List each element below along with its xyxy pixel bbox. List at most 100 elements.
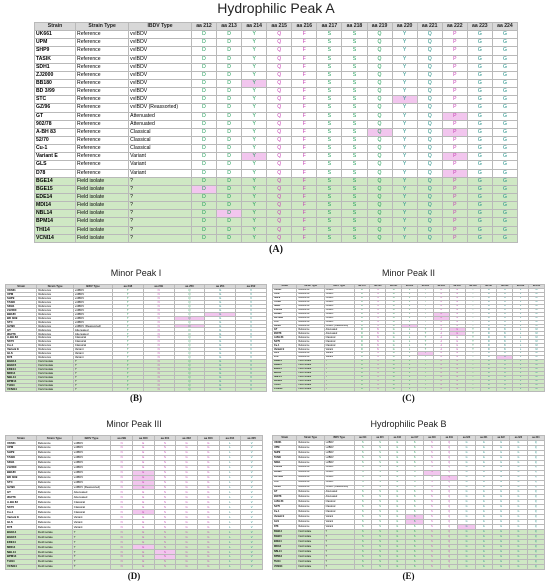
residue-cell: G: [466, 103, 493, 113]
residue-cell: Q: [266, 209, 293, 219]
strain-type: Reference: [75, 70, 130, 80]
residue-cell: G: [388, 563, 407, 570]
strain-type: Reference: [75, 135, 130, 146]
residue-cell: G: [491, 209, 519, 219]
residue-cell: Y: [241, 95, 268, 105]
residue-cell: D: [190, 209, 218, 219]
table-row: D78 Reference Variant D D Y Q F S S Q Y Q P G G: [33, 168, 519, 178]
table-row: BD 3/99 Reference vvIBDV S S G S S Q G G G G Q: [271, 474, 546, 481]
ibdv-type: vvIBDV: [128, 95, 192, 105]
residue-cell: F: [291, 225, 318, 235]
residue-cell: S: [316, 135, 343, 146]
panel-label: (A): [269, 244, 283, 255]
residue-cell: G: [491, 201, 519, 211]
strain-type: Reference: [75, 54, 130, 64]
ibdv-type: Variant: [128, 160, 192, 170]
residue-cell: G: [491, 176, 519, 186]
residue-cell: Y: [391, 201, 418, 211]
ibdv-type: ?: [323, 386, 355, 392]
column-header: IBDV Type: [128, 21, 192, 32]
residue-cell: P: [441, 217, 468, 227]
residue-cell: Q: [416, 135, 443, 146]
strain-name: STC: [33, 95, 77, 105]
residue-cell: Q: [366, 95, 393, 105]
table-row: VCNI14 Field isolate? D N G L T A G T D N L M: [271, 386, 545, 392]
residue-cell: G: [466, 127, 493, 137]
residue-cell: S: [316, 168, 343, 178]
residue-cell: S: [341, 233, 368, 243]
residue-cell: Y: [391, 135, 418, 146]
panel-title: Minor Peak III: [106, 419, 162, 429]
column-header: Strain: [33, 21, 77, 32]
table-row: VCNI14 Field isolate? N E S G G L V: [5, 563, 263, 570]
residue-cell: P: [441, 201, 468, 211]
residue-cell: Q: [173, 386, 206, 392]
residue-cell: Q: [366, 168, 393, 178]
strain-type: Reference: [75, 62, 130, 72]
residue-cell: D: [216, 119, 243, 129]
residue-cell: D: [190, 103, 218, 113]
residue-cell: Q: [266, 62, 293, 72]
strain-type: Reference: [75, 87, 130, 97]
residue-cell: P: [441, 233, 468, 243]
residue-cell: G: [466, 160, 493, 170]
residue-cell: G: [466, 144, 493, 154]
panel-title: Minor Peak II: [381, 268, 436, 278]
residue-cell: G: [491, 225, 519, 235]
residue-cell: G: [491, 127, 519, 137]
residue-cell: G: [491, 70, 519, 80]
residue-cell: S: [316, 209, 343, 219]
residue-cell: Y: [241, 70, 268, 80]
residue-cell: G: [466, 111, 493, 121]
residue-cell: S: [341, 168, 368, 178]
residue-cell: S: [341, 160, 368, 170]
residue-cell: F: [291, 30, 318, 40]
panel-title: Hydrophilic Peak B: [370, 419, 447, 429]
residue-cell: D: [216, 62, 243, 72]
residue-cell: Q: [266, 176, 293, 186]
residue-cell: Y: [391, 144, 418, 154]
ibdv-type: ?: [128, 225, 192, 235]
ibdv-type: Variant: [128, 168, 192, 178]
residue-cell: N: [110, 563, 133, 570]
strain-type: Reference: [75, 111, 130, 121]
residue-cell: P: [441, 78, 468, 89]
residue-cell: S: [341, 119, 368, 129]
column-header: aa 218: [341, 21, 368, 32]
strain-type: Field isolate: [75, 201, 130, 211]
strain-name: VCNI14: [33, 233, 77, 243]
table-row: MDI14 Field isolate? D D Y Q F S S Q Y Q P G G: [33, 201, 519, 211]
residue-cell: G: [466, 54, 493, 64]
residue-cell: Q: [366, 78, 393, 89]
residue-cell: Q: [416, 217, 443, 227]
table-row: GLS Reference Variant D D Y Q F S S Q Y Q P G G: [33, 160, 519, 170]
strain-type: Field isolate: [35, 563, 73, 570]
strain-type: Field isolate: [296, 563, 325, 570]
strain-name: BGE15: [33, 184, 77, 194]
residue-cell: G: [491, 46, 519, 56]
residue-cell: Q: [366, 184, 393, 194]
residue-cell: S: [316, 70, 343, 80]
residue-cell: F: [291, 160, 318, 170]
residue-cell: D: [190, 95, 218, 105]
residue-cell: Y: [241, 87, 268, 97]
residue-cell: D: [216, 30, 243, 40]
residue-cell: D: [190, 152, 218, 162]
residue-cell: Q: [366, 217, 393, 227]
residue-cell: G: [466, 168, 493, 178]
residue-cell: S: [341, 176, 368, 186]
residue-cell: Q: [366, 201, 393, 211]
panel-a: Hydrophilic Peak A Strain Strain Type IBDV …: [33, 0, 519, 258]
residue-cell: D: [190, 111, 218, 121]
residue-cell: Y: [241, 160, 268, 170]
strain-type: Field isolate: [75, 184, 130, 194]
column-header: aa 224: [491, 21, 519, 32]
residue-cell: Y: [391, 233, 418, 243]
residue-cell: G: [457, 563, 476, 570]
residue-cell: Q: [416, 233, 443, 243]
residue-cell: P: [441, 54, 468, 64]
strain-name: 52/70: [33, 135, 77, 146]
residue-cell: S: [341, 103, 368, 113]
residue-cell: S: [341, 38, 368, 48]
residue-cell: S: [316, 87, 343, 97]
